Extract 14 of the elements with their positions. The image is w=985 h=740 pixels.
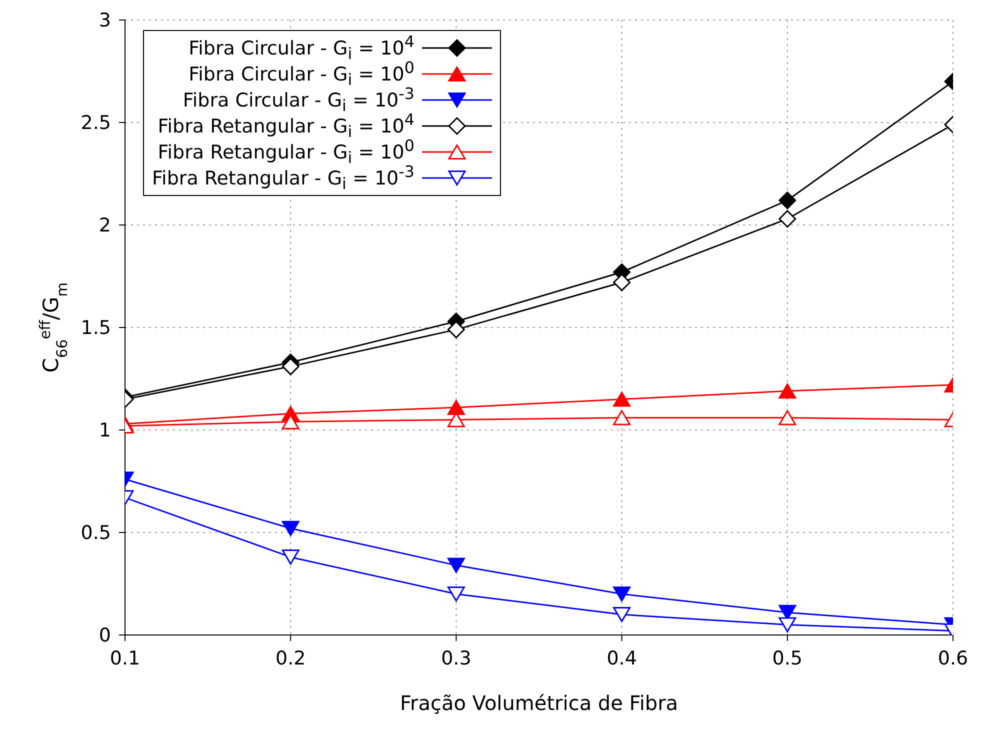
y-tick-label: 1.5 <box>80 317 111 340</box>
y-tick-label: 2.5 <box>80 112 111 134</box>
x-tick-label: 0.6 <box>938 647 968 670</box>
x-tick-label: 0.3 <box>441 647 472 670</box>
y-tick-label: 0.5 <box>80 522 111 544</box>
y-tick-label: 3 <box>98 10 111 32</box>
x-tick-label: 0.1 <box>110 647 140 670</box>
y-tick-label: 1 <box>98 420 111 442</box>
x-tick-label: 0.4 <box>606 647 637 670</box>
x-tick-label: 0.5 <box>772 647 803 670</box>
y-tick-label: 0 <box>98 624 111 647</box>
x-tick-label: 0.2 <box>275 647 306 670</box>
y-tick-label: 2 <box>98 214 111 237</box>
x-axis-title: Fração Volumétrica de Fibra <box>400 691 678 715</box>
